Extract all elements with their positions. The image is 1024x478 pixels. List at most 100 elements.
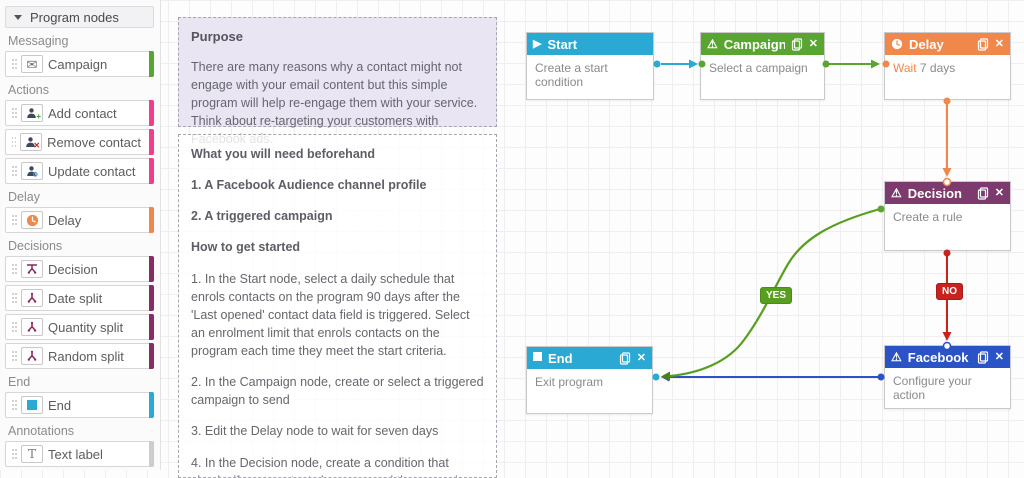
drag-handle-icon bbox=[12, 351, 14, 353]
clock-icon bbox=[21, 211, 43, 229]
drag-handle-icon bbox=[12, 449, 14, 451]
note-step: 4. In the Decision node, create a condit… bbox=[191, 455, 472, 478]
palette-color-bar bbox=[149, 314, 154, 340]
delay-node-header[interactable]: Delay ✕ bbox=[885, 33, 1010, 55]
palette-color-bar bbox=[149, 207, 154, 233]
palette-item-quantity-split[interactable]: Quantity split bbox=[5, 314, 154, 340]
split-fork-icon bbox=[21, 289, 43, 307]
drag-handle-icon bbox=[12, 59, 14, 61]
palette-item-decision[interactable]: Decision bbox=[5, 256, 154, 282]
close-icon[interactable]: ✕ bbox=[994, 37, 1004, 50]
arrowhead-icon bbox=[661, 372, 669, 382]
instructions-note[interactable]: What you will need beforehand 1. A Faceb… bbox=[178, 134, 497, 478]
copy-icon[interactable] bbox=[791, 37, 803, 51]
purpose-note-title: Purpose bbox=[191, 29, 244, 44]
campaign-node-header[interactable]: ⚠ Campaign ✕ bbox=[701, 33, 824, 55]
close-icon[interactable]: ✕ bbox=[994, 350, 1004, 363]
copy-icon[interactable] bbox=[977, 350, 989, 364]
node-body-text: Wait 7 days bbox=[893, 61, 956, 75]
facebook-audience-node[interactable]: ⚠ Facebook Audi... ✕ Configure your acti… bbox=[884, 345, 1011, 409]
decision-node-header[interactable]: ⚠ Decision ✕ bbox=[885, 182, 1010, 204]
palette-item-remove-contact[interactable]: ✕ Remove contact bbox=[5, 129, 154, 155]
palette-item-label: Update contact bbox=[48, 163, 136, 179]
delay-node[interactable]: Delay ✕ Wait 7 days bbox=[884, 32, 1011, 100]
start-node-header[interactable]: ▶ Start bbox=[527, 33, 653, 55]
node-title: Delay bbox=[909, 36, 944, 52]
warning-icon: ⚠ bbox=[891, 350, 902, 364]
copy-icon[interactable] bbox=[977, 186, 989, 200]
start-node[interactable]: ▶ Start Create a start condition bbox=[526, 32, 654, 100]
port-start-out[interactable] bbox=[653, 60, 661, 68]
palette-item-label: Date split bbox=[48, 290, 103, 306]
close-icon[interactable]: ✕ bbox=[636, 351, 646, 364]
drag-handle-icon bbox=[12, 215, 14, 217]
end-node-header[interactable]: End ✕ bbox=[527, 347, 652, 369]
palette-item-label: Random split bbox=[48, 348, 124, 364]
note-step: 2. In the Campaign node, create or selec… bbox=[191, 375, 484, 408]
node-body-text: Configure your action bbox=[893, 374, 972, 402]
arrowhead-icon bbox=[942, 332, 952, 341]
palette-color-bar bbox=[149, 285, 154, 311]
palette-item-add-contact[interactable]: + Add contact bbox=[5, 100, 154, 126]
palette-item-text-label[interactable]: T Text label bbox=[5, 441, 154, 467]
palette-color-bar bbox=[149, 100, 154, 126]
copy-icon[interactable] bbox=[977, 37, 989, 51]
person-update-icon bbox=[21, 162, 43, 180]
section-label-annotations: Annotations bbox=[8, 424, 75, 438]
palette-item-update-contact[interactable]: Update contact bbox=[5, 158, 154, 184]
palette-item-delay[interactable]: Delay bbox=[5, 207, 154, 233]
close-icon[interactable]: ✕ bbox=[808, 37, 818, 50]
palette-color-bar bbox=[149, 51, 154, 77]
node-title: Start bbox=[547, 36, 578, 52]
warning-icon: ⚠ bbox=[891, 186, 902, 200]
drag-handle-icon bbox=[12, 166, 14, 168]
node-body-text: Select a campaign bbox=[709, 61, 808, 75]
drag-handle-icon bbox=[12, 293, 14, 295]
arrowhead-icon bbox=[942, 168, 952, 177]
palette-item-campaign[interactable]: ✉ Campaign bbox=[5, 51, 154, 77]
clock-icon bbox=[891, 38, 903, 50]
palette-item-label: Quantity split bbox=[48, 319, 124, 335]
end-node[interactable]: End ✕ Exit program bbox=[526, 346, 653, 414]
palette-item-label: End bbox=[48, 397, 72, 413]
copy-icon[interactable] bbox=[619, 351, 631, 365]
note-heading: What you will need beforehand bbox=[191, 147, 376, 161]
note-step: 1. In the Start node, select a daily sch… bbox=[191, 271, 470, 359]
split-fork-icon bbox=[21, 318, 43, 336]
person-remove-icon: ✕ bbox=[20, 133, 43, 151]
arrowhead-icon bbox=[871, 59, 880, 69]
drag-handle-icon bbox=[12, 400, 14, 402]
decision-node[interactable]: ⚠ Decision ✕ Create a rule bbox=[884, 181, 1011, 251]
end-square-icon bbox=[21, 396, 43, 414]
palette-color-bar bbox=[149, 158, 154, 184]
program-nodes-panel: Program nodes Messaging ✉ Campaign Actio… bbox=[0, 0, 161, 470]
program-nodes-title: Program nodes bbox=[30, 9, 119, 25]
note-heading: 2. A triggered campaign bbox=[191, 209, 333, 224]
palette-color-bar bbox=[149, 256, 154, 282]
palette-item-label: Delay bbox=[48, 212, 82, 228]
palette-item-random-split[interactable]: Random split bbox=[5, 343, 154, 369]
decision-fork-icon bbox=[21, 260, 43, 278]
close-icon[interactable]: ✕ bbox=[994, 186, 1004, 199]
play-icon: ▶ bbox=[533, 37, 542, 50]
purpose-note[interactable]: Purpose There are many reasons why a con… bbox=[178, 17, 497, 146]
program-nodes-header[interactable]: Program nodes bbox=[5, 6, 154, 28]
palette-item-label: Text label bbox=[48, 446, 103, 462]
section-label-delay: Delay bbox=[8, 190, 40, 204]
facebook-audience-node-header[interactable]: ⚠ Facebook Audi... ✕ bbox=[885, 346, 1010, 368]
campaign-node[interactable]: ⚠ Campaign ✕ Select a campaign bbox=[700, 32, 825, 100]
arrowhead-icon bbox=[661, 371, 670, 381]
split-fork-icon bbox=[21, 347, 43, 365]
node-body-text: Create a start condition bbox=[535, 61, 608, 89]
drag-handle-icon bbox=[12, 137, 14, 139]
palette-color-bar bbox=[149, 392, 154, 418]
palette-item-end[interactable]: End bbox=[5, 392, 154, 418]
palette-item-label: Decision bbox=[48, 261, 98, 277]
node-body-text: Create a rule bbox=[893, 210, 963, 224]
node-title: End bbox=[548, 350, 573, 366]
palette-color-bar bbox=[149, 343, 154, 369]
person-add-icon: + bbox=[21, 104, 43, 122]
yes-branch-badge: YES bbox=[760, 287, 793, 304]
palette-item-date-split[interactable]: Date split bbox=[5, 285, 154, 311]
port-end-in[interactable] bbox=[652, 373, 660, 381]
